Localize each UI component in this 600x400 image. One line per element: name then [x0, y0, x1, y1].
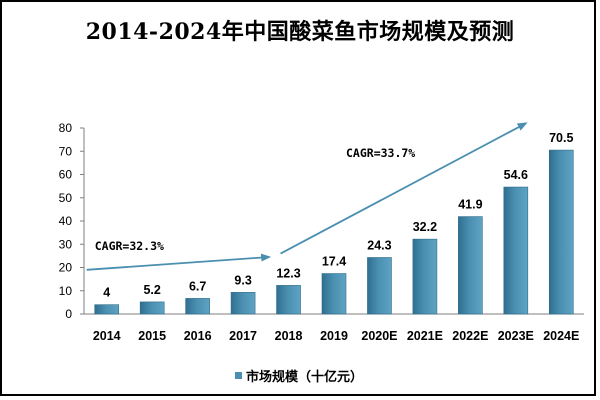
x-tick-label: 2022E	[452, 329, 488, 343]
legend-swatch	[235, 372, 242, 379]
x-tick-label: 2020E	[361, 329, 397, 343]
x-tick-label: 2015	[138, 329, 166, 343]
x-tick-label: 2023E	[498, 329, 534, 343]
cagr-label: CAGR=33.7%	[346, 146, 415, 160]
data-label: 70.5	[549, 131, 573, 145]
bar	[139, 301, 165, 315]
y-tick-label: 50	[59, 191, 73, 205]
data-label: 24.3	[367, 239, 391, 253]
data-label: 4	[103, 286, 110, 300]
bar	[503, 186, 529, 315]
x-axis: 2014 2015 2016 2017 2018 2019 2020E 2021E 2022E 2…	[84, 313, 584, 343]
y-tick-label: 30	[59, 237, 73, 251]
y-tick-label: 20	[59, 261, 73, 275]
bar	[412, 238, 438, 315]
y-axis: 0 10 20 30 40 50 60 70 80	[59, 121, 85, 321]
x-tick-label: 2019	[320, 329, 348, 343]
legend-label: 市场规模（十亿元）	[246, 370, 364, 385]
data-label: 9.3	[234, 273, 251, 287]
bar	[458, 216, 483, 315]
x-tick-label: 2014	[93, 329, 121, 343]
x-tick-label: 2024E	[543, 329, 579, 343]
cagr-annotations: CAGR=32.3% CAGR=33.7%	[86, 122, 528, 271]
data-label: 32.2	[413, 220, 437, 234]
cagr-label: CAGR=32.3%	[95, 239, 164, 253]
bar	[321, 273, 347, 315]
bars	[94, 149, 574, 315]
bar	[230, 292, 256, 315]
chart-title: 2014-2024年中国酸菜鱼市场规模及预测	[85, 19, 515, 45]
data-labels: 4 5.2 6.7 9.3 12.3 17.4 24.3 32.2 41.9 54.6 70.5	[103, 131, 573, 300]
y-tick-label: 40	[59, 214, 73, 228]
cagr-arrow	[86, 253, 272, 271]
bar	[367, 257, 392, 315]
y-tick-label: 80	[59, 121, 73, 135]
data-label: 17.4	[322, 255, 346, 269]
data-label: 5.2	[143, 283, 160, 297]
data-label: 41.9	[458, 198, 482, 212]
data-label: 54.6	[504, 168, 528, 182]
bar	[185, 298, 210, 315]
x-tick-label: 2016	[184, 329, 212, 343]
data-label: 6.7	[189, 279, 206, 293]
x-tick-label: 2017	[229, 329, 257, 343]
cagr-arrow	[280, 122, 528, 255]
y-tick-label: 60	[59, 168, 73, 182]
legend: 市场规模（十亿元）	[235, 366, 363, 385]
x-tick-label: 2021E	[407, 329, 443, 343]
y-tick-label: 0	[65, 307, 72, 321]
y-tick-label: 70	[59, 144, 73, 158]
data-label: 12.3	[276, 266, 300, 280]
bar	[94, 304, 120, 315]
x-tick-label: 2018	[275, 329, 303, 343]
y-tick-label: 10	[59, 284, 73, 298]
bar	[276, 285, 301, 315]
bar	[548, 149, 574, 315]
